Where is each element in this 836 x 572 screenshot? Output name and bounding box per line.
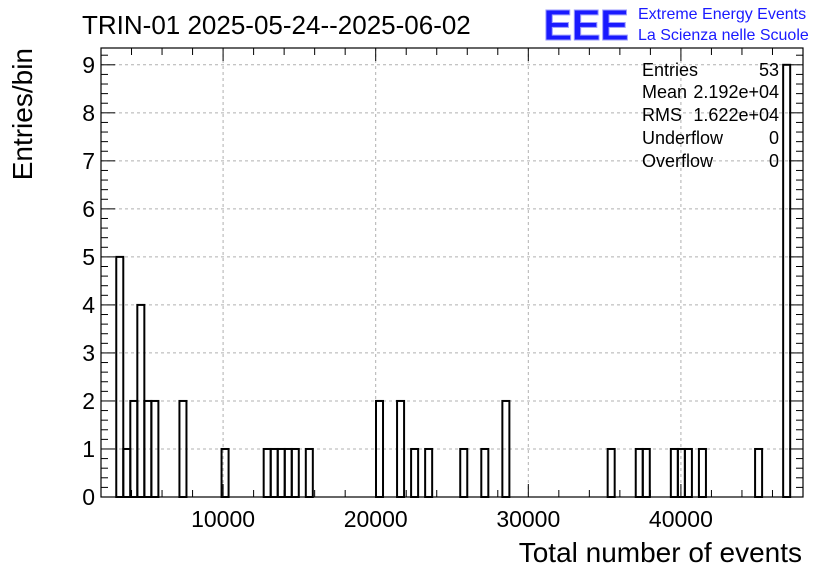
x-tick-label: 10000 <box>191 506 255 532</box>
x-axis-label: Total number of events <box>519 537 802 568</box>
y-tick-label: 6 <box>82 196 95 222</box>
stats-overflow-value: 0 <box>769 151 779 171</box>
y-tick-label: 8 <box>82 100 95 126</box>
stats-rms-value: 1.622e+04 <box>693 105 779 125</box>
stats-mean-label: Mean <box>642 82 687 102</box>
y-tick-label: 1 <box>82 436 95 462</box>
y-tick-label: 9 <box>82 52 95 78</box>
y-tick-label: 5 <box>82 244 95 270</box>
eee-logo: EEE Extreme Energy Events La Scienza nel… <box>543 1 809 51</box>
axis-ticks <box>100 48 804 498</box>
stats-box: Entries 53 Mean 2.192e+04 RMS 1.622e+04 … <box>642 60 779 171</box>
stats-overflow-label: Overflow <box>642 151 714 171</box>
y-axis-label: Entries/bin <box>7 48 38 180</box>
grid-lines <box>101 48 803 497</box>
eee-logo-mark: EEE <box>543 1 628 50</box>
y-tick-label: 4 <box>82 292 95 318</box>
stats-entries-value: 53 <box>759 60 779 80</box>
stats-rms-label: RMS <box>642 105 682 125</box>
y-tick-label: 3 <box>82 340 95 366</box>
y-tick-label: 2 <box>82 388 95 414</box>
axis-tick-labels: 10000 20000 30000 40000 0 1 2 3 4 5 6 7 8 9 <box>82 52 713 532</box>
stats-entries-label: Entries <box>642 60 698 80</box>
x-tick-label: 40000 <box>649 506 713 532</box>
x-tick-label: 20000 <box>344 506 408 532</box>
stats-mean-value: 2.192e+04 <box>693 82 779 102</box>
stats-underflow-label: Underflow <box>642 128 724 148</box>
y-tick-label: 7 <box>82 148 95 174</box>
eee-logo-line2: La Scienza nelle Scuole <box>638 27 809 44</box>
y-tick-label: 0 <box>82 484 95 510</box>
chart-title: TRIN-01 2025-05-24--2025-06-02 <box>82 10 471 40</box>
stats-underflow-value: 0 <box>769 128 779 148</box>
eee-logo-line1: Extreme Energy Events <box>638 6 806 23</box>
plot-frame <box>100 47 804 498</box>
x-tick-label: 30000 <box>496 506 560 532</box>
